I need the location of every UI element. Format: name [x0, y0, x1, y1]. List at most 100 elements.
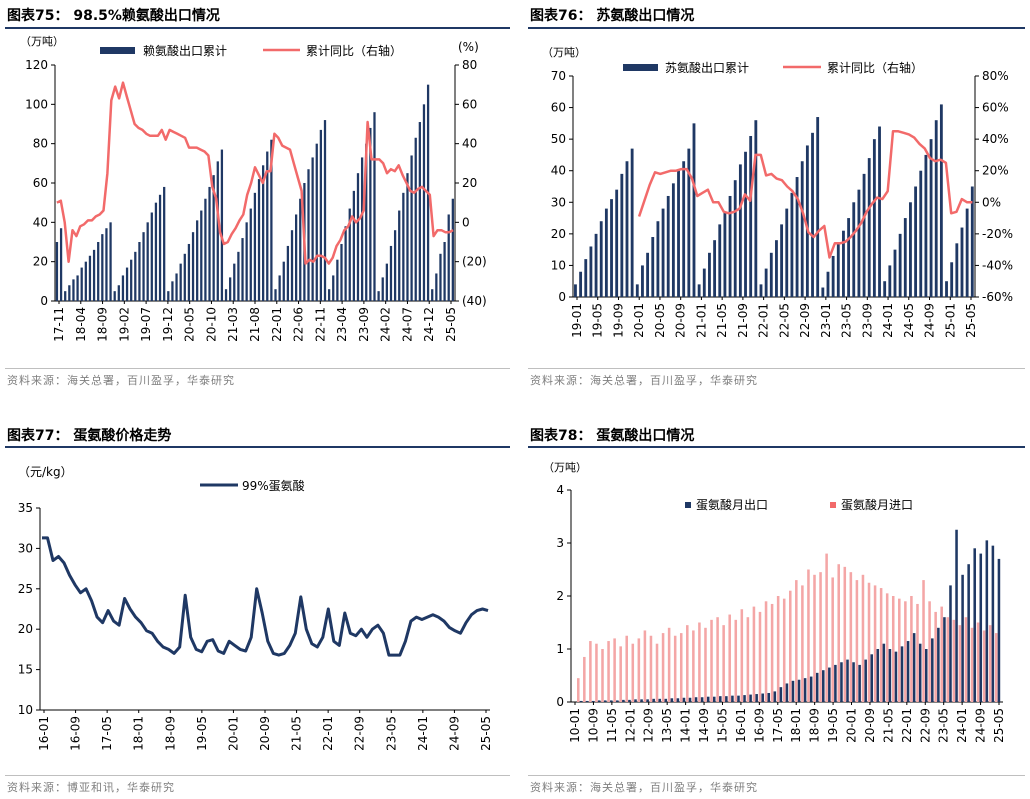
bar-monthly-import — [940, 606, 943, 702]
bar-export-cumulative — [208, 186, 211, 301]
bar-monthly-import — [916, 603, 919, 702]
legend-swatch-bar — [623, 64, 658, 71]
bar-export-cumulative — [836, 243, 840, 297]
bar-monthly-import — [625, 635, 629, 702]
bar-monthly-export — [894, 651, 898, 702]
bar-monthly-import — [861, 574, 865, 702]
bar-monthly-export — [918, 643, 922, 702]
y-axis-title: （元/kg） — [18, 465, 73, 479]
x-tick-label: 23-09 — [860, 303, 874, 338]
bar-export-cumulative — [319, 129, 323, 301]
bar-export-cumulative — [728, 195, 732, 297]
bar-export-cumulative — [821, 287, 825, 297]
bar-monthly-export — [900, 646, 904, 702]
bar-export-cumulative — [315, 143, 318, 301]
bar-export-cumulative — [92, 249, 96, 301]
bar-export-cumulative — [431, 289, 434, 301]
chart-panel-76: 图表76： 苏氨酸出口情况 （万吨） 0 10 20 30 40 50 60 70 -60% -40… — [525, 0, 1030, 399]
bar-monthly-import — [577, 678, 580, 702]
bar-export-cumulative — [117, 285, 120, 301]
line-yoy-right-axis — [637, 130, 973, 259]
bar-export-cumulative — [274, 289, 277, 301]
bar-monthly-export — [803, 678, 807, 702]
bar-monthly-import — [661, 633, 665, 702]
bar-export-cumulative — [150, 212, 153, 301]
y-tick-label: 40 — [33, 215, 48, 229]
bar-export-cumulative — [229, 277, 232, 301]
bar-monthly-import — [837, 564, 841, 702]
title-rule — [5, 446, 510, 448]
x-tick-label: 16-01 — [37, 716, 51, 751]
bar-export-cumulative — [336, 259, 339, 301]
bar-monthly-import — [928, 601, 931, 702]
bar-monthly-export — [882, 643, 886, 702]
bar-monthly-export — [785, 683, 789, 702]
bar-export-cumulative — [671, 183, 675, 297]
bar-monthly-export — [603, 700, 607, 702]
bar-export-cumulative — [187, 243, 191, 301]
x-tick-label: 20-09 — [258, 716, 272, 751]
x-tick-label: 20-10 — [204, 307, 218, 342]
bar-monthly-export — [628, 699, 631, 702]
source-rule — [528, 368, 1025, 369]
bar-monthly-import — [994, 633, 998, 702]
bar-monthly-import — [855, 580, 859, 702]
bar-export-cumulative — [584, 259, 588, 297]
bar-export-cumulative — [589, 246, 593, 297]
y-tick-label: 120 — [25, 58, 48, 72]
bar-export-cumulative — [661, 208, 665, 297]
bar-export-cumulative — [872, 139, 876, 297]
x-tick-label: 19-05 — [591, 303, 605, 338]
bar-monthly-export — [870, 654, 874, 702]
x-tick-label: 13-05 — [660, 708, 674, 743]
x-tick-label: 18-09 — [808, 708, 822, 743]
source-rule — [5, 368, 510, 369]
bar-export-cumulative — [257, 179, 261, 301]
bar-monthly-export — [943, 617, 946, 702]
bar-export-cumulative — [64, 291, 67, 301]
y-tick-label: 70 — [551, 69, 566, 83]
legend-label-import: 蛋氨酸月进口 — [841, 497, 913, 512]
bar-monthly-import — [655, 643, 659, 702]
bar-monthly-export — [737, 695, 740, 702]
bar-export-cumulative — [365, 143, 368, 301]
x-tick-label: 24-01 — [416, 716, 430, 751]
bar-export-cumulative — [594, 233, 598, 297]
bar-export-cumulative — [97, 242, 100, 301]
x-tick-label: 19-07 — [139, 307, 153, 342]
bar-monthly-import — [910, 596, 913, 702]
x-tick-label: 19-12 — [161, 307, 175, 342]
bar-monthly-export — [706, 696, 710, 702]
x-tick-label: 20-05 — [653, 303, 667, 338]
bar-export-cumulative — [245, 222, 248, 301]
bar-export-cumulative — [867, 158, 871, 297]
bar-export-cumulative — [196, 220, 199, 301]
bar-export-cumulative — [646, 252, 650, 297]
y-tick-label: 0 — [556, 695, 564, 709]
bar-export-cumulative — [121, 275, 125, 301]
bar-monthly-import — [970, 627, 974, 702]
bar-export-cumulative — [101, 234, 104, 301]
y2-tick-label: (40) — [462, 294, 487, 308]
bar-export-cumulative — [945, 281, 948, 297]
bar-monthly-import — [583, 656, 586, 702]
bar-export-cumulative — [692, 123, 696, 297]
bar-monthly-import — [849, 572, 853, 702]
legend-label-bar: 赖氨酸出口累计 — [143, 43, 227, 58]
x-tick-label: 23-05 — [937, 708, 951, 743]
x-tick-label: 20-01 — [226, 716, 240, 751]
bar-monthly-export — [985, 540, 989, 702]
bar-monthly-import — [728, 614, 731, 702]
bar-export-cumulative — [200, 210, 203, 301]
x-tick-label: 16-09 — [69, 716, 83, 751]
y-tick-label: 0 — [558, 290, 566, 304]
bar-export-cumulative — [641, 265, 644, 297]
bar-export-cumulative — [377, 291, 380, 301]
bar-monthly-import — [782, 598, 786, 702]
x-tick-label: 23-05 — [840, 303, 854, 338]
x-tick-label: 12-01 — [623, 708, 637, 743]
bar-export-cumulative — [847, 218, 851, 297]
bar-export-cumulative — [769, 252, 773, 297]
x-tick-label: 24-01 — [881, 303, 895, 338]
bar-monthly-export — [749, 694, 752, 702]
